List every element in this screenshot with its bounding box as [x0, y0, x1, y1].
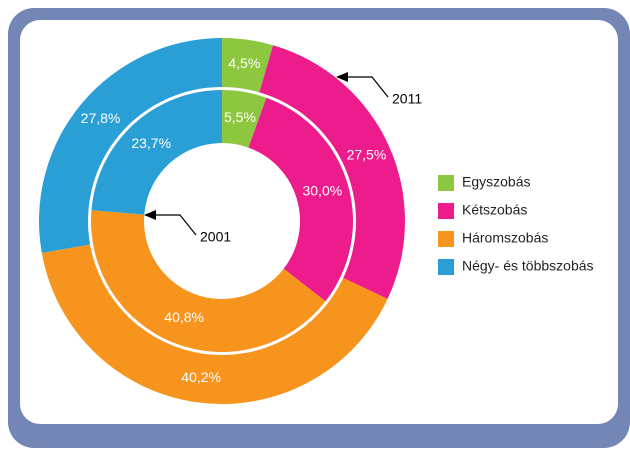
annotation: 2001 [200, 229, 231, 245]
legend-label: Háromszobás [462, 230, 548, 246]
value-label: 4,5% [228, 55, 260, 71]
legend-swatch [438, 231, 454, 247]
value-label: 23,7% [131, 135, 171, 151]
annotation: 2011 [392, 91, 422, 107]
donut-segment [41, 244, 388, 404]
legend-label: Egyszobás [462, 174, 530, 190]
legend-swatch [438, 175, 454, 191]
arrow-head [336, 72, 348, 82]
value-label: 27,8% [81, 110, 121, 126]
rings [39, 38, 405, 404]
donut-segment [248, 97, 354, 302]
donut-segment [39, 38, 222, 254]
legend-label: Kétszobás [462, 202, 527, 218]
donut-segment [91, 90, 222, 215]
value-label: 27,5% [347, 146, 387, 162]
legend-swatch [438, 259, 454, 275]
legend-swatch [438, 203, 454, 219]
donut-segment [222, 90, 267, 148]
value-label: 40,2% [181, 369, 221, 385]
donut-segment [90, 210, 326, 352]
arrow-head [144, 210, 156, 220]
arrow-line [344, 76, 389, 98]
value-label: 30,0% [302, 183, 342, 199]
legend-label: Négy- és többszobás [462, 258, 594, 274]
ring-separator [88, 87, 356, 355]
donut-segment [259, 45, 405, 299]
donut-segment [222, 38, 274, 93]
value-label: 5,5% [224, 109, 256, 125]
value-label: 40,8% [164, 309, 204, 325]
arrow-line [152, 214, 197, 236]
